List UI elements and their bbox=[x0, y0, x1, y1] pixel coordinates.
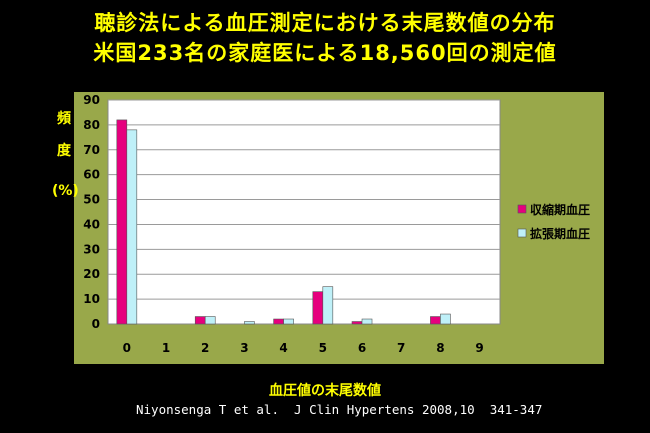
bar bbox=[204, 316, 216, 325]
bar bbox=[440, 313, 451, 325]
y-tick-label: 80 bbox=[83, 118, 100, 132]
y-tick-label: 10 bbox=[83, 292, 100, 306]
bar bbox=[116, 119, 128, 325]
legend-label: 収縮期血圧 bbox=[530, 202, 590, 217]
x-tick-label: 4 bbox=[279, 341, 287, 355]
bar bbox=[194, 316, 206, 325]
x-tick-label: 8 bbox=[436, 341, 444, 355]
title-line-2: 米国233名の家庭医による18,560回の測定値 bbox=[93, 41, 557, 65]
x-tick-label: 9 bbox=[475, 341, 483, 355]
gridlines bbox=[108, 99, 500, 300]
bars bbox=[116, 119, 451, 325]
y-tick-label: 0 bbox=[92, 317, 100, 331]
bar bbox=[312, 291, 324, 325]
x-tick-labels: 0 1 2 3 4 5 6 7 8 9 bbox=[123, 341, 484, 355]
y-axis-label-1: 頻 bbox=[57, 111, 71, 127]
x-axis-label: 血圧値の末尾数値 bbox=[269, 383, 381, 399]
x-tick-label: 0 bbox=[123, 341, 131, 355]
x-tick-label: 2 bbox=[201, 341, 209, 355]
bar bbox=[361, 318, 373, 325]
y-tick-label: 50 bbox=[83, 193, 100, 207]
bar bbox=[322, 286, 334, 325]
y-tick-labels: 0 10 20 30 40 50 60 70 80 90 bbox=[83, 93, 100, 331]
x-tick-label: 6 bbox=[358, 341, 366, 355]
legend-swatch bbox=[517, 228, 527, 238]
x-tick-label: 3 bbox=[240, 341, 248, 355]
bar bbox=[126, 129, 138, 325]
y-tick-label: 70 bbox=[83, 143, 100, 157]
bar bbox=[351, 321, 363, 325]
legend-label: 拡張期血圧 bbox=[530, 226, 590, 241]
x-tick-label: 5 bbox=[319, 341, 327, 355]
bar bbox=[244, 321, 255, 325]
plot-area bbox=[107, 99, 501, 325]
bar bbox=[430, 316, 441, 325]
legend-swatch bbox=[517, 204, 527, 214]
x-tick-label: 1 bbox=[162, 341, 170, 355]
bar bbox=[283, 318, 294, 325]
y-tick-label: 40 bbox=[83, 217, 100, 231]
x-tick-label: 7 bbox=[397, 341, 405, 355]
y-axis-label-3: (%) bbox=[52, 183, 79, 199]
title-line-1: 聴診法による血圧測定における末尾数値の分布 bbox=[94, 11, 556, 35]
y-tick-label: 30 bbox=[83, 242, 100, 256]
y-tick-label: 20 bbox=[83, 267, 100, 281]
bar bbox=[273, 318, 284, 325]
citation: Niyonsenga T et al. J Clin Hypertens 200… bbox=[136, 402, 543, 417]
y-axis-label-2: 度 bbox=[57, 143, 71, 159]
y-tick-label: 60 bbox=[83, 168, 100, 182]
y-tick-label: 90 bbox=[83, 93, 100, 107]
